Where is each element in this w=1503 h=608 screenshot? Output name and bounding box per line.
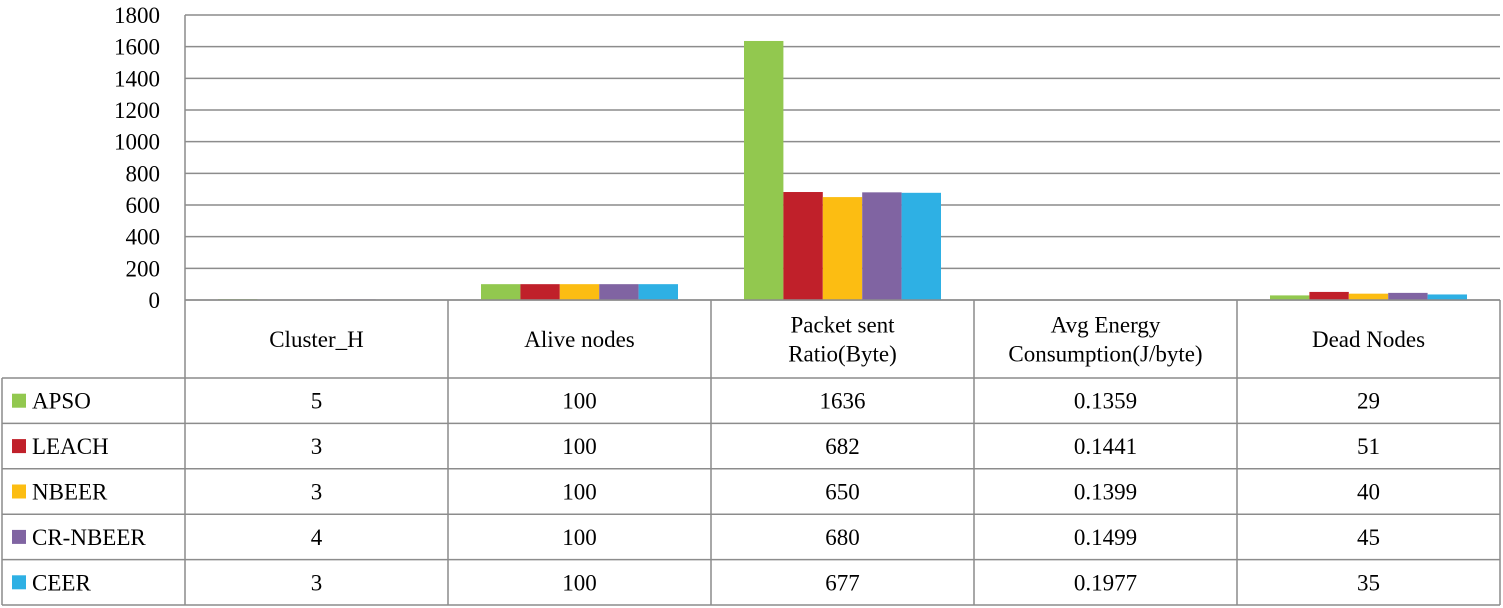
y-tick-label: 400 bbox=[126, 225, 161, 250]
data-value: 100 bbox=[562, 480, 597, 505]
bar bbox=[1427, 294, 1467, 300]
legend-label: CR-NBEER bbox=[32, 525, 146, 550]
bar bbox=[1388, 292, 1428, 300]
category-label: Consumption(J/byte) bbox=[1008, 342, 1202, 367]
bar bbox=[901, 192, 941, 300]
legend-swatch bbox=[12, 575, 26, 590]
data-value: 682 bbox=[825, 434, 860, 459]
data-value: 0.1399 bbox=[1074, 480, 1137, 505]
grid-lines bbox=[184, 14, 1500, 605]
data-table: Cluster_H Alive nodes Packet sent Ratio(Byt… bbox=[1, 299, 1501, 606]
y-tick-label: 1600 bbox=[114, 35, 160, 60]
legend-swatch bbox=[12, 484, 26, 499]
legend-label: LEACH bbox=[32, 434, 109, 459]
data-value: 45 bbox=[1357, 525, 1380, 550]
y-tick-label: 1800 bbox=[114, 3, 160, 28]
bar bbox=[783, 192, 823, 300]
data-value: 680 bbox=[825, 525, 860, 550]
bar bbox=[559, 284, 600, 300]
category-label: Alive nodes bbox=[524, 327, 635, 352]
bar bbox=[481, 284, 521, 300]
data-value: 0.1977 bbox=[1074, 570, 1137, 595]
bar bbox=[744, 40, 784, 300]
y-axis: 0 200 400 600 800 1000 1200 1400 1600 1800 bbox=[114, 3, 160, 313]
bars bbox=[218, 40, 1467, 300]
data-value: 1636 bbox=[820, 389, 866, 414]
legend-swatch bbox=[12, 393, 26, 408]
legend-label: NBEER bbox=[32, 480, 108, 505]
data-value: 100 bbox=[562, 389, 597, 414]
data-value: 3 bbox=[311, 434, 323, 459]
y-tick-label: 800 bbox=[126, 161, 161, 186]
y-tick-label: 200 bbox=[126, 256, 161, 281]
bar bbox=[1309, 291, 1349, 300]
bar bbox=[599, 284, 639, 300]
data-value: 40 bbox=[1357, 480, 1380, 505]
data-value: 100 bbox=[562, 570, 597, 595]
y-tick-label: 600 bbox=[126, 193, 161, 218]
bar bbox=[520, 284, 560, 300]
category-label: Ratio(Byte) bbox=[788, 342, 897, 367]
category-label: Avg Energy bbox=[1051, 313, 1161, 338]
data-value: 4 bbox=[311, 525, 323, 550]
data-value: 3 bbox=[311, 480, 323, 505]
legend-label: CEER bbox=[32, 570, 91, 595]
bar bbox=[862, 192, 902, 300]
bar bbox=[1348, 293, 1389, 300]
category-label: Dead Nodes bbox=[1312, 327, 1425, 352]
data-value: 0.1359 bbox=[1074, 389, 1137, 414]
bar bbox=[1270, 295, 1310, 300]
data-value: 51 bbox=[1357, 434, 1380, 459]
bar bbox=[638, 284, 678, 300]
data-value: 35 bbox=[1357, 570, 1380, 595]
category-label: Cluster_H bbox=[269, 327, 364, 352]
data-value: 0.1499 bbox=[1074, 525, 1137, 550]
data-value: 100 bbox=[562, 525, 597, 550]
legend-label: APSO bbox=[32, 389, 91, 414]
y-tick-label: 1400 bbox=[114, 66, 160, 91]
data-value: 3 bbox=[311, 570, 323, 595]
y-tick-label: 1000 bbox=[114, 130, 160, 155]
data-value: 677 bbox=[825, 570, 860, 595]
legend-swatch bbox=[12, 529, 26, 544]
legend-swatch bbox=[12, 439, 26, 454]
data-value: 5 bbox=[311, 389, 323, 414]
y-tick-label: 1200 bbox=[114, 98, 160, 123]
data-value: 29 bbox=[1357, 389, 1380, 414]
data-value: 100 bbox=[562, 434, 597, 459]
data-value: 650 bbox=[825, 480, 860, 505]
data-value: 0.1441 bbox=[1074, 434, 1137, 459]
y-tick-label: 0 bbox=[149, 288, 161, 313]
bar bbox=[822, 197, 863, 300]
category-label: Packet sent bbox=[790, 313, 895, 338]
